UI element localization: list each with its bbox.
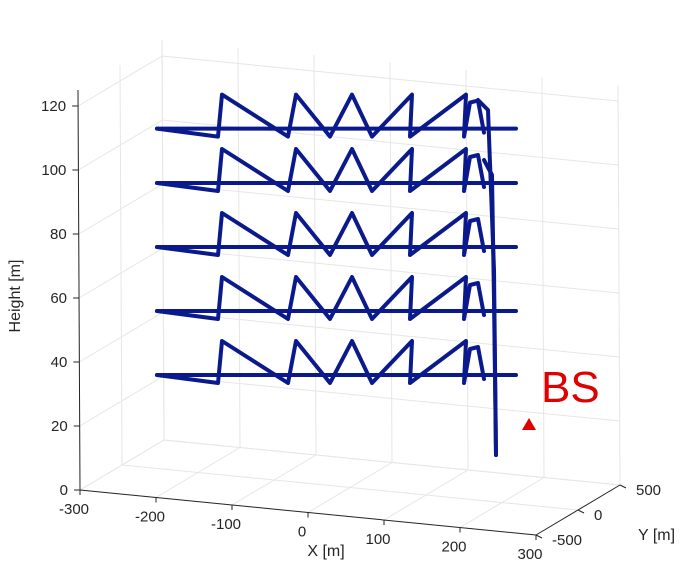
x-tick-label: -100 [211,516,241,533]
side-wall-gridline [78,119,163,171]
back-wall-gridline [541,77,545,478]
z-tick-label: 0 [60,482,68,499]
flight-zigzag [155,211,486,257]
back-wall-gridline [162,247,620,294]
tick-labels: -300 -200 -100 0 100 200 300 -500 0 500 0 20 40 60 80 1… [41,98,661,563]
trajectory-layer [155,92,518,457]
side-wall-gridline [161,39,165,441]
x-tick-label: -300 [59,501,89,518]
x-tick-label: 200 [441,539,466,556]
side-wall-gridline [119,64,123,466]
back-wall-gridline [163,311,620,358]
z-tick-label: 120 [41,98,66,115]
y-tick-mark [535,534,543,539]
y-axis-label: Y [m] [638,527,675,544]
back-wall-gridline [465,69,469,471]
flight-zigzag [155,147,486,193]
x-tick-label: 300 [517,546,542,563]
side-wall-gridline [79,311,164,363]
z-tick-label: 20 [51,418,68,435]
x-tick-label: -200 [135,509,165,526]
y-tick-label: -500 [552,532,582,549]
x-axis-label: X [m] [307,543,344,560]
back-wall-gridline [162,183,619,230]
side-wall-gridline [78,183,163,235]
y-tick-label: 0 [594,507,602,524]
y-tick-mark [577,509,585,514]
back-wall-gridline [617,84,621,486]
z-tick-label: 40 [51,354,68,371]
side-wall-gridline [79,439,165,491]
z-axis-line [77,89,81,491]
axis-layer [72,89,627,540]
x-tick-label: 0 [298,524,306,541]
floor-gridline [121,464,579,511]
z-tick-label: 80 [50,226,67,243]
descent-path [482,158,498,457]
y-tick-mark [619,484,627,489]
flight-zigzag [155,339,486,385]
side-wall-gridline [78,247,164,299]
back-wall-gridline [162,55,619,102]
side-wall-gridline [79,375,164,427]
x-tick-label: 100 [365,531,390,548]
back-wall-gridline [163,439,621,486]
z-tick-label: 60 [50,290,67,307]
back-wall-gridline [389,62,393,463]
side-wall-gridline [77,55,163,107]
back-wall-gridline [313,54,317,456]
base-station-marker [522,418,536,430]
grid-layer [77,39,621,536]
z-tick-label: 100 [41,162,66,179]
flight-zigzag [155,275,486,321]
back-wall-gridline [163,375,620,422]
z-axis-label: Height [m] [7,260,24,333]
flight-zigzag [155,92,486,139]
base-station-label: BS [541,363,600,412]
y-tick-label: 500 [636,482,661,499]
